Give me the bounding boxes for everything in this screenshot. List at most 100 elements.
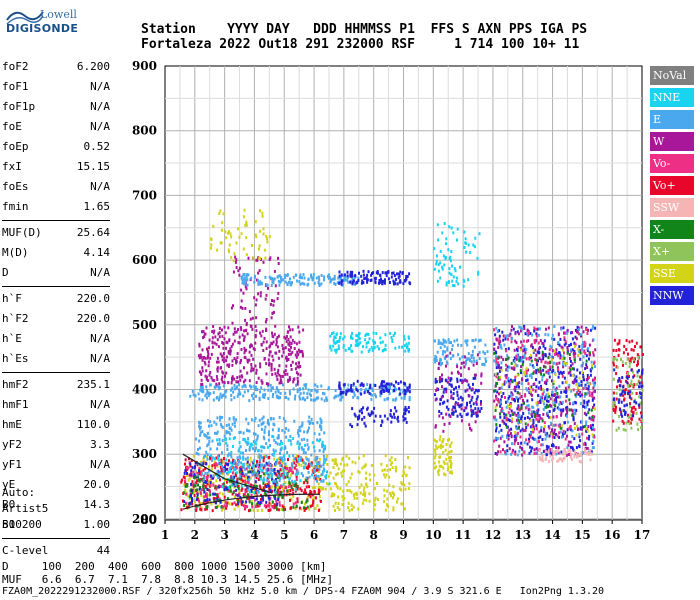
echo-point [338,274,341,278]
echo-point [296,279,299,283]
echo-point [278,415,281,419]
echo-point [352,395,355,399]
echo-point [216,497,219,501]
echo-point [574,345,577,349]
echo-point [191,497,193,500]
echo-point [320,464,323,468]
echo-point [251,502,254,506]
echo-point [259,477,262,481]
echo-point [326,398,329,402]
echo-point [580,380,583,384]
echo-point [525,426,528,429]
echo-point [290,363,292,367]
echo-point [398,274,401,278]
echo-point [500,395,503,398]
param-value: N/A [90,398,110,411]
echo-point [230,451,233,454]
echo-point [369,383,372,387]
echo-point [249,317,252,321]
echo-point [228,363,231,367]
echo-point [495,394,497,398]
echo-point [301,350,304,354]
echo-point [590,450,593,454]
echo-point [392,398,395,402]
echo-point [306,396,309,400]
echo-point [585,427,588,431]
echo-point [199,431,202,435]
echo-point [286,358,289,362]
echo-point [533,415,536,418]
echo-point [500,346,503,350]
echo-point [396,417,399,421]
echo-point [514,375,517,379]
echo-point [342,343,345,347]
echo-point [266,240,269,244]
echo-point [592,351,595,355]
echo-point [236,498,239,502]
echo-point [475,362,478,365]
echo-point [388,392,391,396]
echo-point [322,463,325,467]
echo-point [237,460,240,463]
echo-point [587,384,590,388]
echo-point [392,334,395,337]
echo-point [555,386,558,390]
echo-point [281,461,284,465]
echo-point [403,334,406,338]
echo-point [471,353,474,357]
echo-point [248,509,250,513]
echo-point [532,405,535,409]
echo-point [249,456,252,460]
echo-point [641,353,644,356]
echo-point [253,296,256,300]
echo-point [631,339,634,343]
echo-point [349,270,352,274]
echo-point [260,422,263,426]
echo-point [400,502,403,506]
echo-point [334,458,337,462]
echo-point [557,340,560,344]
echo-point [311,441,314,445]
echo-point [203,474,206,478]
echo-point [451,408,454,412]
echo-point [202,499,205,503]
echo-point [246,278,249,282]
echo-point [265,234,268,238]
echo-point [328,276,331,280]
echo-point [269,383,272,387]
echo-point [336,340,339,343]
echo-point [219,478,221,482]
echo-point [517,345,520,349]
echo-point [283,430,286,434]
echo-point [465,250,468,254]
echo-point [262,456,265,460]
echo-point [299,479,302,483]
echo-point [528,440,531,444]
echo-point [352,505,355,509]
echo-point [265,500,268,504]
echo-point [561,432,564,436]
echo-point [293,461,296,465]
echo-point [564,437,567,441]
echo-point [384,454,387,458]
echo-point [588,416,591,420]
echo-point [269,464,272,467]
echo-point [510,328,513,332]
echo-point [434,393,436,397]
echo-point [215,456,218,460]
echo-point [531,393,533,397]
echo-point [218,386,221,389]
echo-point [284,419,287,423]
echo-point [434,451,437,455]
echo-point [356,334,359,338]
echo-point [593,383,596,387]
echo-point [519,356,522,360]
echo-point [264,256,267,260]
echo-point [632,348,635,352]
echo-point [278,503,281,507]
echo-point [206,482,209,486]
echo-point [353,393,356,397]
echo-point [578,459,581,463]
echo-point [366,383,369,387]
echo-point [221,439,224,442]
